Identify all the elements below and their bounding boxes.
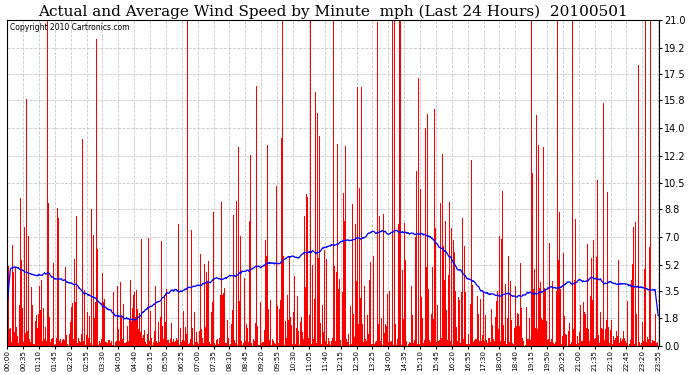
Title: Actual and Average Wind Speed by Minute  mph (Last 24 Hours)  20100501: Actual and Average Wind Speed by Minute … [38, 4, 628, 18]
Text: Copyright 2010 Cartronics.com: Copyright 2010 Cartronics.com [10, 23, 130, 32]
